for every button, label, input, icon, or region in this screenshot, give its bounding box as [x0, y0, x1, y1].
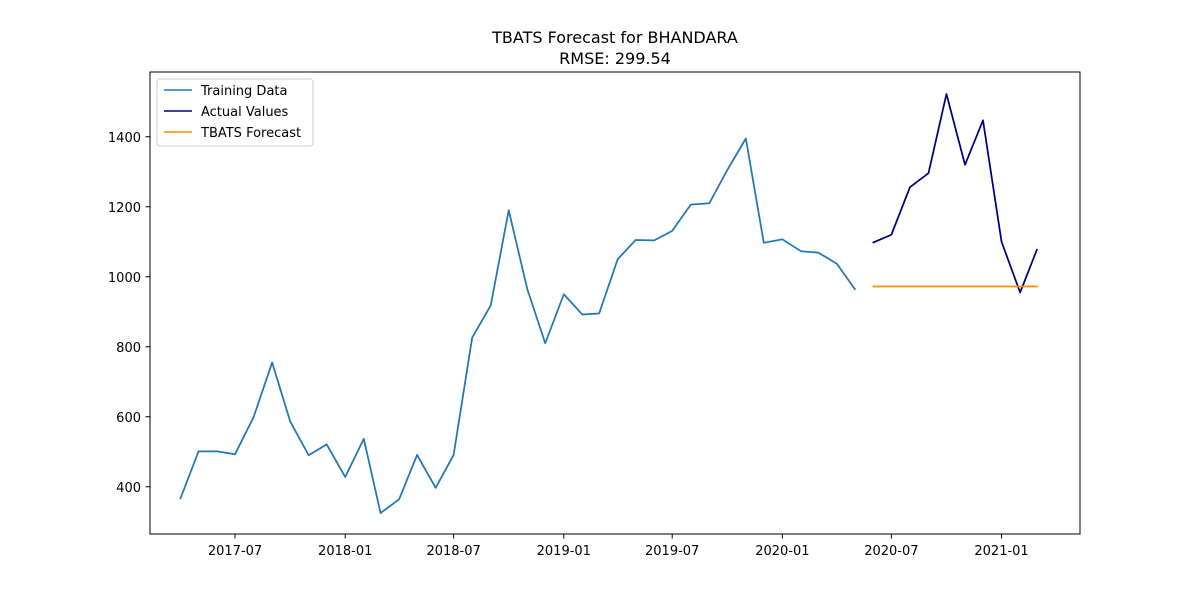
x-tick-label: 2019-07 — [645, 544, 699, 559]
legend-box — [156, 78, 314, 147]
chart-subtitle: RMSE: 299.54 — [559, 49, 671, 68]
chart-title: TBATS Forecast for BHANDARA — [491, 28, 738, 47]
y-tick-label: 800 — [116, 341, 141, 356]
y-tick-label: 1200 — [108, 201, 141, 216]
x-tick-label: 2018-07 — [426, 544, 480, 559]
y-tick-label: 600 — [116, 411, 141, 426]
x-tick-label: 2020-07 — [864, 544, 918, 559]
series-line-actual-values — [872, 93, 1039, 294]
series-layer — [179, 93, 1039, 514]
x-tick-label: 2020-01 — [755, 544, 809, 559]
x-tick-label: 2021-01 — [974, 544, 1028, 559]
y-tick-label: 400 — [116, 481, 141, 496]
y-tick-label: 1400 — [108, 131, 141, 146]
legend-label-tbats-forecast: TBATS Forecast — [200, 126, 301, 141]
legend-label-training-data: Training Data — [200, 84, 287, 99]
x-tick-label: 2017-07 — [208, 544, 262, 559]
legend: Training Data Actual Values TBATS Foreca… — [156, 78, 314, 147]
x-tick-label: 2019-01 — [537, 544, 591, 559]
y-axis: 400 600 800 1000 1200 1400 — [108, 131, 150, 496]
plot-area-frame — [149, 71, 1081, 535]
x-axis: 2017-07 2018-01 2018-07 2019-01 2019-07 2020-… — [208, 534, 1029, 559]
series-line-training-data — [179, 137, 857, 514]
x-tick-label: 2018-01 — [318, 544, 372, 559]
legend-label-actual-values: Actual Values — [201, 105, 289, 120]
y-tick-label: 1000 — [108, 271, 141, 286]
